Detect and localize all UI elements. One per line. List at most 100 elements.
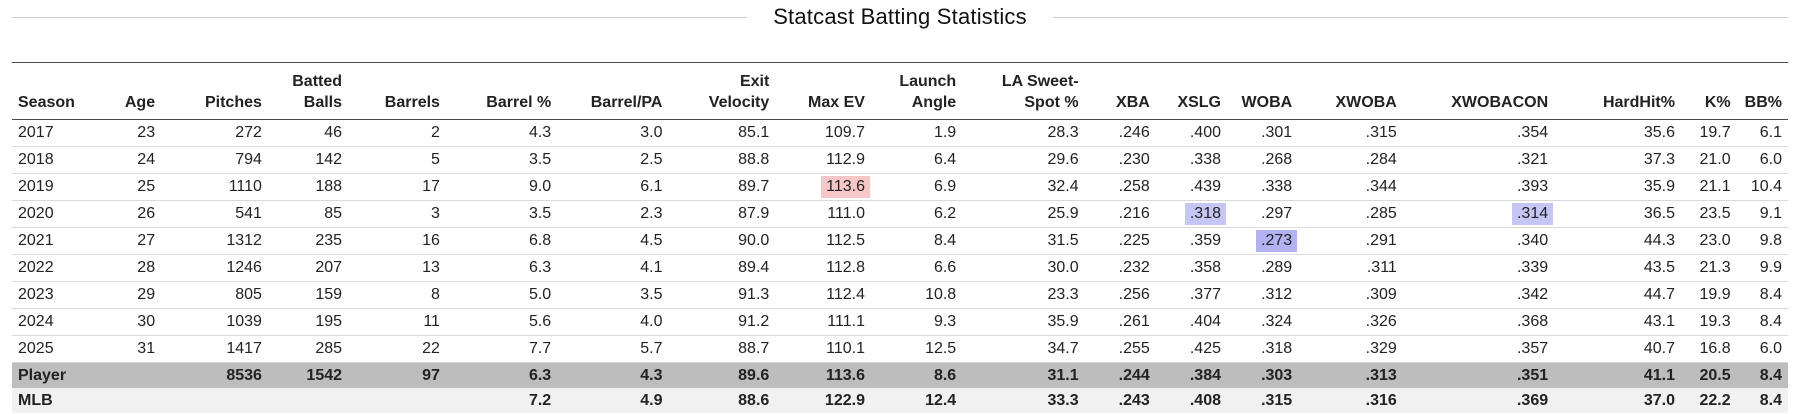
- summary-cell: 7.2: [445, 388, 558, 413]
- table-cell: 21.3: [1680, 254, 1737, 282]
- column-header-xwobacon[interactable]: XWOBACON: [1451, 94, 1549, 111]
- table-cell: 46: [267, 119, 349, 147]
- table-cell: 87.9: [668, 200, 776, 228]
- table-cell: 16: [348, 227, 446, 255]
- table-cell: .377: [1155, 281, 1227, 309]
- table-cell: 11: [348, 308, 446, 336]
- column-header-woba[interactable]: WOBA: [1241, 94, 1293, 111]
- table-cell: 2023: [12, 281, 108, 309]
- table-cell: 31: [107, 335, 162, 363]
- table-cell: 85.1: [668, 119, 776, 147]
- column-header-pitches[interactable]: Pitches: [204, 94, 262, 111]
- table-cell: 16.8: [1680, 335, 1737, 363]
- summary-cell: .243: [1084, 388, 1156, 413]
- table-cell: 36.5: [1554, 200, 1681, 228]
- table-cell: 109.7: [775, 119, 871, 147]
- column-header-season[interactable]: Season: [18, 94, 75, 111]
- column-header-barrel[interactable]: Barrel %: [486, 94, 552, 111]
- summary-cell: 22.2: [1680, 388, 1737, 413]
- column-header-max-ev[interactable]: Max EV: [808, 94, 865, 111]
- table-cell: .216: [1084, 200, 1156, 228]
- table-cell: 21.1: [1680, 173, 1737, 201]
- table-row: 2021 27 1312 235 16 6.8 4.5 90.0 112.5 8.4 31.5.22…: [12, 227, 1788, 255]
- column-header-bb[interactable]: BB%: [1744, 94, 1782, 111]
- table-cell: 2022: [12, 254, 108, 282]
- table-cell: 9.0: [445, 173, 558, 201]
- highlighted-value: .273: [1256, 230, 1298, 252]
- table-cell: .425: [1155, 335, 1227, 363]
- column-header-launch-angle[interactable]: Launch Angle: [899, 73, 957, 111]
- summary-cell: [161, 388, 268, 413]
- column-header-hardhit[interactable]: HardHit%: [1602, 94, 1675, 111]
- table-cell: 6.8: [445, 227, 558, 255]
- table-cell: 35.9: [1554, 173, 1681, 201]
- table-cell: .256: [1084, 281, 1156, 309]
- table-cell: .318: [1155, 200, 1227, 228]
- table-cell: .393: [1402, 173, 1555, 201]
- table-cell: 35.6: [1554, 119, 1681, 147]
- table-cell: 12.5: [870, 335, 963, 363]
- title-bar: Statcast Batting Statistics: [12, 0, 1788, 34]
- table-cell: 44.3: [1554, 227, 1681, 255]
- summary-cell: [107, 388, 162, 413]
- table-cell: 142: [267, 146, 349, 174]
- table-cell: .359: [1155, 227, 1227, 255]
- table-cell: 23.0: [1680, 227, 1737, 255]
- column-header-batted-balls[interactable]: Batted Balls: [292, 73, 343, 111]
- column-header-xslg[interactable]: XSLG: [1177, 94, 1221, 111]
- table-cell: 8.4: [1736, 308, 1788, 336]
- column-header-age[interactable]: Age: [124, 94, 156, 111]
- table-cell: 8: [348, 281, 446, 309]
- table-cell: .230: [1084, 146, 1156, 174]
- table-cell: 91.3: [668, 281, 776, 309]
- table-cell: 195: [267, 308, 349, 336]
- stats-table-container: Season Age Pitches Batted Balls Barrels Barrel…: [12, 62, 1788, 413]
- summary-cell: 89.6: [668, 362, 776, 388]
- summary-cell: 8.4: [1736, 388, 1788, 413]
- table-cell: 272: [161, 119, 268, 147]
- highlighted-value: .314: [1511, 203, 1554, 225]
- summary-cell: .244: [1084, 362, 1156, 388]
- summary-cell: .316: [1298, 388, 1403, 413]
- table-cell: 89.7: [668, 173, 776, 201]
- table-cell: 19.7: [1680, 119, 1737, 147]
- column-header-xba[interactable]: XBA: [1116, 94, 1150, 111]
- table-cell: .354: [1402, 119, 1555, 147]
- column-header-xwoba[interactable]: XWOBA: [1335, 94, 1397, 111]
- table-cell: 6.1: [557, 173, 669, 201]
- column-header-k[interactable]: K%: [1704, 94, 1731, 111]
- table-cell: 1246: [161, 254, 268, 282]
- table-cell: 2: [348, 119, 446, 147]
- summary-cell: 97: [348, 362, 446, 388]
- table-cell: 24: [107, 146, 162, 174]
- table-cell: .312: [1227, 281, 1299, 309]
- table-cell: 6.1: [1736, 119, 1788, 147]
- column-header-la-sweet-spot[interactable]: LA Sweet- Spot %: [1001, 73, 1079, 111]
- table-cell: 112.5: [775, 227, 871, 255]
- table-cell: 9.3: [870, 308, 963, 336]
- column-header-barrels[interactable]: Barrels: [384, 94, 440, 111]
- table-cell: .339: [1402, 254, 1555, 282]
- table-row: 2025 31 1417 285 22 7.7 5.7 88.7 110.1 12.5 34.7.2…: [12, 335, 1788, 363]
- summary-cell: 20.5: [1680, 362, 1737, 388]
- table-cell: .289: [1227, 254, 1299, 282]
- column-header-barrel-pa[interactable]: Barrel/PA: [590, 94, 663, 111]
- table-cell: .338: [1155, 146, 1227, 174]
- table-cell: .285: [1298, 200, 1403, 228]
- summary-cell: 4.3: [557, 362, 669, 388]
- table-row: 2020 26 541 85 3 3.5 2.3 87.9 111.0 6.2 25.9.216 .3…: [12, 200, 1788, 228]
- table-cell: .321: [1402, 146, 1555, 174]
- summary-cell: 12.4: [870, 388, 963, 413]
- table-row: 2024 30 1039 195 11 5.6 4.0 91.2 111.1 9.3 35.9.26…: [12, 308, 1788, 336]
- table-cell: 6.6: [870, 254, 963, 282]
- table-cell: 3.5: [557, 281, 669, 309]
- table-cell: 30.0: [962, 254, 1085, 282]
- table-cell: 10.4: [1736, 173, 1788, 201]
- table-cell: .297: [1227, 200, 1299, 228]
- table-cell: 4.0: [557, 308, 669, 336]
- table-cell: 1110: [161, 173, 268, 201]
- summary-cell: .313: [1298, 362, 1403, 388]
- table-cell: .318: [1227, 335, 1299, 363]
- table-cell: .246: [1084, 119, 1156, 147]
- column-header-exit-velocity[interactable]: Exit Velocity: [708, 73, 770, 111]
